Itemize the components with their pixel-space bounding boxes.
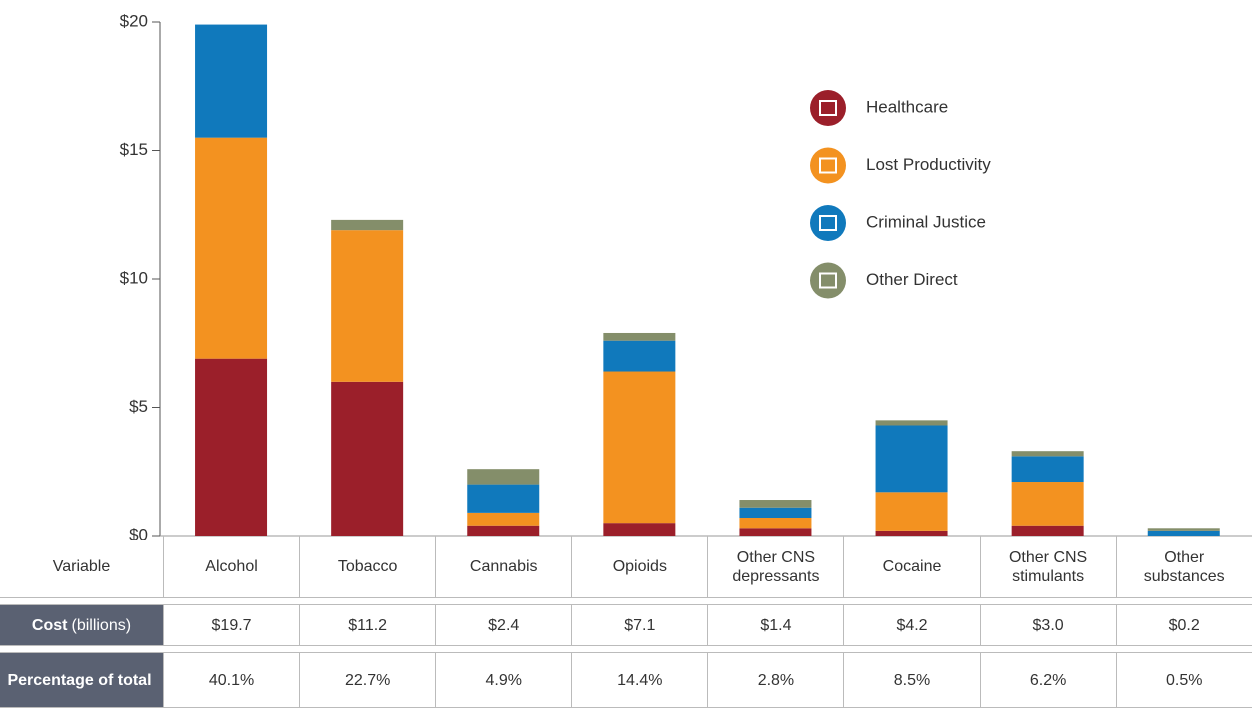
table-cell: 14.4% (571, 653, 707, 707)
legend-glyph (819, 272, 837, 289)
legend-icon (810, 147, 846, 184)
row-label: Cost (billions) (0, 605, 163, 645)
legend-glyph (819, 157, 837, 174)
table-cell: 0.5% (1115, 653, 1252, 707)
bar-segment (331, 381, 404, 536)
category-label: Opioids (571, 536, 707, 597)
row-label: Percentage of total (0, 653, 163, 707)
legend-label: Lost Productivity (866, 155, 991, 174)
category-label: Other CNS stimulants (979, 536, 1116, 597)
table-cell: $3.0 (979, 605, 1116, 645)
bar-segment (739, 518, 812, 529)
header-label: Variable (52, 558, 111, 575)
table-cell: $2.4 (435, 605, 571, 645)
bar-segment (603, 523, 676, 536)
bar-segment (331, 230, 404, 382)
bar-segment (1011, 451, 1084, 457)
legend-icon (810, 205, 846, 241)
table-cell: $19.7 (163, 605, 299, 645)
y-tick-label: $5 (129, 397, 148, 416)
category-label: Alcohol (163, 536, 299, 597)
table-row: Cost (billions) $19.7 $11.2 $2.4 $7.1 $1.4 $4.2… (0, 604, 1252, 646)
bar-segment (739, 507, 812, 519)
legend-label: Criminal Justice (866, 212, 986, 231)
bar-segment (195, 137, 268, 359)
legend-icon (810, 90, 846, 126)
legend-icon (810, 262, 846, 299)
y-tick-label: $10 (120, 268, 148, 287)
table-cell: $0.2 (1115, 605, 1252, 645)
category-label: Tobacco (299, 536, 435, 597)
table-cell: 2.8% (707, 653, 843, 707)
bar-segment (875, 530, 948, 536)
table: Variable Alcohol Tobacco Cannabis Opioids Oth… (0, 536, 1252, 708)
bar-segment (195, 358, 268, 536)
bar-segment (1011, 482, 1084, 526)
bar-segment (467, 525, 540, 536)
legend-label: Other Direct (866, 270, 958, 289)
table-cell: $11.2 (299, 605, 435, 645)
category-label: Other CNS depressants (707, 536, 843, 597)
table-cell: 40.1% (163, 653, 299, 707)
header-row: Variable Alcohol Tobacco Cannabis Opioids Oth… (0, 536, 1252, 598)
legend-label: Healthcare (866, 97, 948, 116)
bar-segment (1011, 525, 1084, 536)
legend-glyph (819, 100, 837, 116)
bar-segment (875, 492, 948, 531)
table-cell: 6.2% (979, 653, 1116, 707)
bar-segment (603, 332, 676, 341)
table-cell: $4.2 (843, 605, 979, 645)
bar-segment (467, 484, 540, 513)
table-cell: $7.1 (571, 605, 707, 645)
bar-segment (467, 469, 540, 485)
category-label: Cannabis (435, 536, 571, 597)
bar-segment (1147, 528, 1220, 531)
bar-segment (739, 500, 812, 508)
bar-segment (1011, 456, 1084, 483)
bar-segment (331, 219, 404, 231)
category-label: Cocaine (843, 536, 979, 597)
row-label-main: Cost (31, 616, 68, 634)
chart: $0 $5 $10 $15 $20 Healthcare Lost Productivity… (120, 11, 1252, 540)
bar-segment (739, 528, 812, 536)
y-tick-label: $15 (120, 140, 148, 159)
legend-glyph (819, 215, 837, 231)
table-cell: 4.9% (435, 653, 571, 707)
y-tick-label: $20 (120, 11, 148, 30)
table-cell: $1.4 (707, 605, 843, 645)
bar-segment (875, 425, 948, 493)
table-cell: 22.7% (299, 653, 435, 707)
row-label-main: Percentage of total (7, 671, 152, 689)
bar-segment (603, 340, 676, 372)
bar-segment (875, 420, 948, 426)
row-label-unit: (billions) (71, 616, 132, 634)
bar-segment (1147, 530, 1220, 536)
bar-segment (603, 371, 676, 524)
category-label: Other substances (1115, 536, 1252, 597)
bar-segment (195, 24, 268, 138)
table-row: Percentage of total 40.1% 22.7% 4.9% 14.4% 2.… (0, 652, 1252, 708)
table-cell: 8.5% (843, 653, 979, 707)
bar-segment (467, 512, 540, 526)
y-tick-label: $0 (129, 525, 148, 540)
